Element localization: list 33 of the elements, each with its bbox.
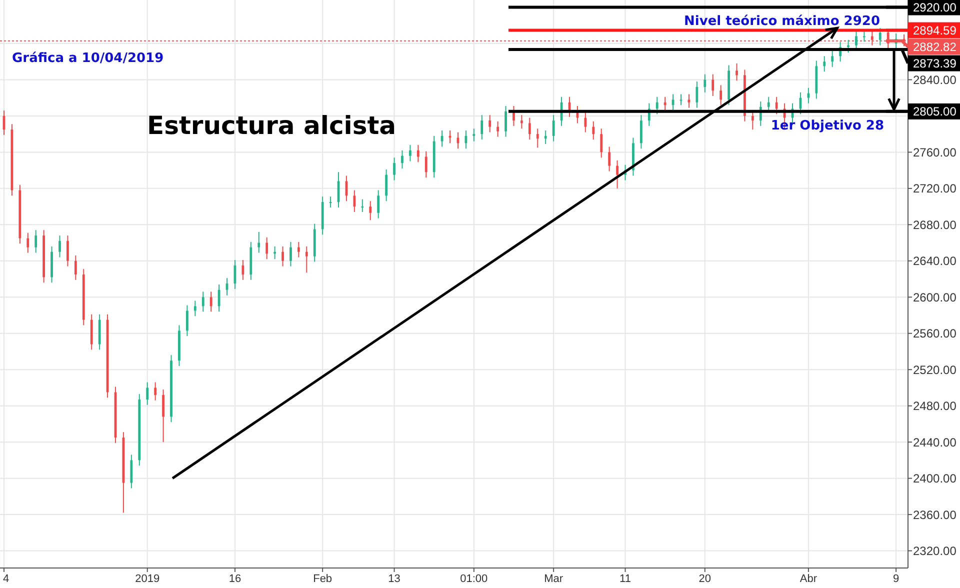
x-tick-label: Abr: [800, 572, 818, 585]
ref-line-label: 2805.00: [913, 104, 957, 119]
ref-line-label: 2882.82: [913, 40, 957, 54]
legend-label: 2873.39: [913, 56, 957, 70]
y-tick-label: 2560.00: [913, 326, 957, 341]
x-tick-label: 16: [228, 572, 242, 585]
y-tick-label: 2520.00: [913, 362, 957, 377]
annotation: 1er Objetivo 28: [770, 118, 884, 134]
x-tick-label: 20: [698, 572, 712, 585]
y-tick-label: 2840.00: [913, 72, 957, 87]
y-tick-label: 2680.00: [913, 218, 957, 232]
x-tick-label: Mar: [544, 572, 564, 585]
x-tick-label: 11: [620, 572, 631, 585]
x-tick-label: 4: [2, 572, 10, 585]
x-tick-label: Feb: [313, 572, 332, 585]
y-tick-label: 2640.00: [913, 254, 957, 268]
x-tick-label: 2019: [135, 572, 160, 585]
y-tick-label: 2600.00: [913, 290, 957, 304]
x-tick-label: 13: [388, 572, 400, 585]
y-tick-label: 2480.00: [913, 399, 957, 414]
y-tick-label: 2360.00: [913, 508, 957, 522]
y-tick-label: 2720.00: [913, 182, 957, 196]
y-tick-label: 2440.00: [913, 435, 957, 450]
y-tick-label: 2320.00: [913, 544, 957, 558]
annotation: Gráfica a 10/04/2019: [12, 51, 164, 66]
y-tick-label: 2400.00: [913, 472, 957, 486]
annotation: Estructura alcista: [147, 111, 396, 140]
x-tick-label: 9: [892, 572, 900, 585]
ref-line-label: 2920.00: [913, 0, 957, 14]
ref-line-label: 2894.59: [913, 23, 957, 38]
x-tick-label: 01:00: [460, 572, 488, 585]
y-tick-label: 2760.00: [913, 145, 957, 160]
annotation: Nivel teórico máximo 2920: [684, 14, 880, 30]
